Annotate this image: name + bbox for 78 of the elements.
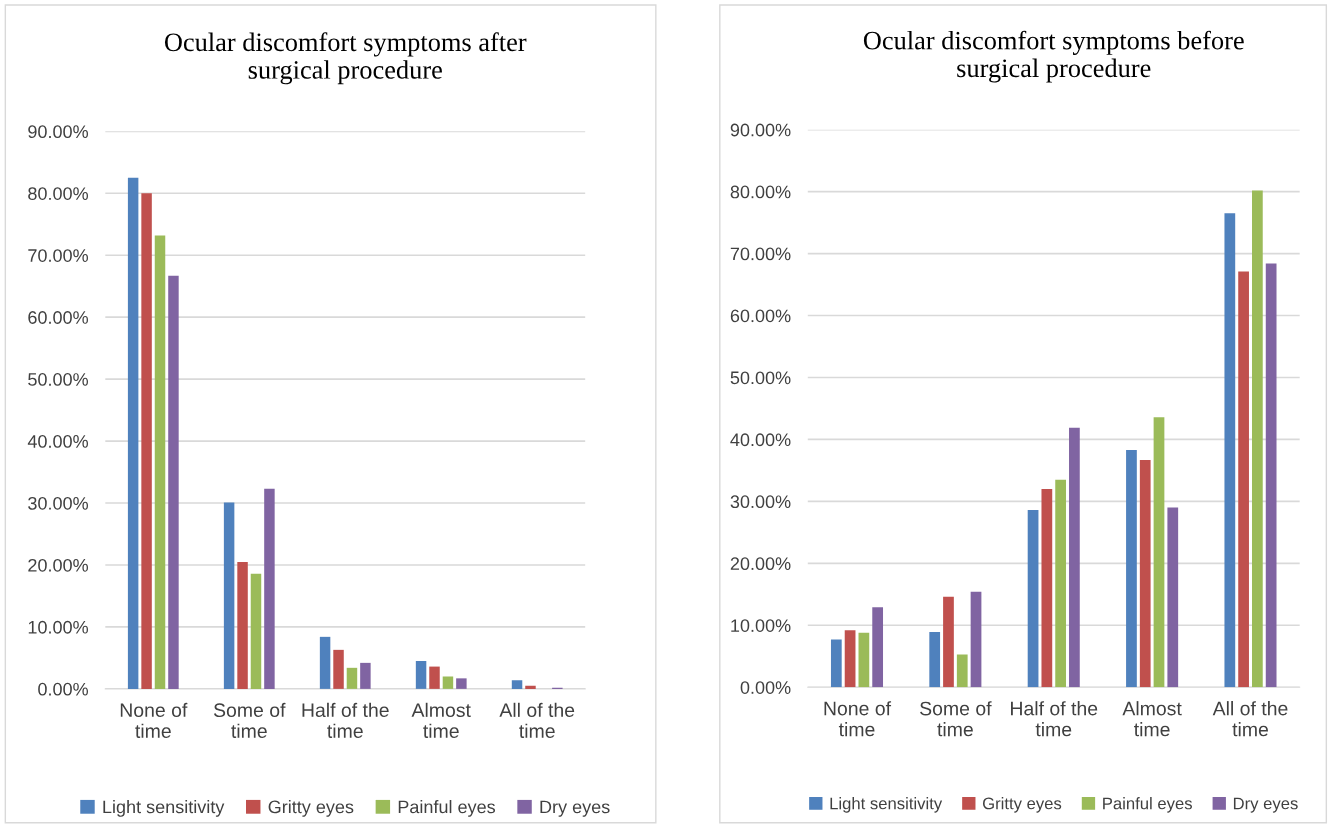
bar	[237, 561, 248, 689]
bar	[1139, 459, 1151, 688]
bar	[264, 488, 275, 689]
y-tick-label: 0.00%	[38, 682, 88, 696]
legend-label: Dry eyes	[540, 800, 610, 817]
y-tick-label: 40.00%	[730, 433, 791, 447]
bar	[511, 680, 523, 689]
bar	[250, 573, 262, 689]
legend-label: Painful eyes	[1103, 797, 1192, 813]
y-tick-label: 20.00%	[28, 558, 88, 572]
chart-title: Ocular discomfort symptoms before surgical procedure	[863, 30, 1244, 83]
legend-label: Gritty eyes	[268, 800, 354, 817]
x-tick-label: All of the time	[499, 702, 575, 738]
bar	[1224, 213, 1236, 688]
y-tick-label: 80.00%	[28, 187, 88, 200]
bar	[943, 596, 954, 688]
bar	[858, 632, 870, 688]
bar	[1027, 510, 1039, 688]
bar	[456, 678, 467, 689]
bar	[1167, 507, 1179, 688]
bar	[141, 193, 152, 689]
legend-label: Gritty eyes	[982, 797, 1062, 813]
y-tick-label: 50.00%	[730, 371, 791, 385]
bar	[872, 607, 884, 688]
x-tick-label: All of the time	[1212, 701, 1288, 737]
bar	[1069, 427, 1080, 688]
y-tick-label: 20.00%	[730, 557, 791, 571]
y-tick-label: 70.00%	[730, 247, 791, 261]
bar	[1126, 449, 1137, 688]
y-tick-label: 40.00%	[27, 435, 88, 448]
x-tick-label: Half of the time	[302, 702, 389, 738]
bar	[844, 630, 856, 688]
y-tick-label: 70.00%	[28, 249, 88, 262]
bar	[1153, 417, 1165, 688]
bar	[319, 636, 331, 689]
bar	[442, 676, 454, 689]
bar	[223, 502, 235, 689]
bar	[415, 661, 427, 689]
bar	[168, 275, 179, 689]
legend-label: Dry eyes	[1233, 797, 1298, 813]
legend-label: Light sensitivity	[830, 797, 943, 813]
y-tick-label: 80.00%	[730, 185, 791, 199]
bar	[333, 649, 344, 689]
bar	[1265, 263, 1277, 688]
bar	[360, 662, 371, 689]
legend-label: Painful eyes	[398, 800, 496, 817]
chart-title: Ocular discomfort symptoms after surgical procedure	[164, 32, 527, 85]
legend-label: Light sensitivity	[103, 800, 225, 817]
y-tick-label: 60.00%	[730, 309, 791, 323]
y-tick-label: 90.00%	[28, 125, 88, 139]
y-tick-label: 90.00%	[730, 123, 791, 137]
x-tick-label: None of time	[824, 701, 892, 737]
bar	[429, 666, 440, 689]
x-tick-label: Some of time	[920, 701, 992, 737]
y-tick-label: 60.00%	[28, 311, 88, 324]
x-tick-label: Half of the time	[1011, 701, 1098, 737]
bar	[346, 667, 358, 689]
x-tick-label: Some of time	[213, 702, 286, 738]
bar	[127, 177, 139, 689]
y-tick-label: 50.00%	[28, 373, 88, 386]
bar	[830, 639, 842, 688]
y-tick-label: 10.00%	[731, 619, 791, 632]
y-tick-label: 30.00%	[28, 496, 88, 510]
y-tick-label: 0.00%	[740, 681, 791, 694]
bar	[970, 591, 982, 688]
bar	[154, 235, 166, 689]
y-tick-label: 10.00%	[28, 620, 88, 634]
bar	[1041, 488, 1053, 688]
bar	[929, 632, 941, 688]
x-tick-label: Almost time	[411, 702, 471, 738]
x-tick-label: None of time	[120, 702, 188, 738]
bar	[525, 685, 536, 689]
y-tick-label: 30.00%	[730, 495, 791, 509]
bar	[1055, 479, 1066, 688]
bar	[1238, 271, 1249, 688]
x-tick-label: Almost time	[1122, 701, 1182, 737]
bar	[1252, 190, 1263, 688]
bar	[956, 654, 968, 688]
